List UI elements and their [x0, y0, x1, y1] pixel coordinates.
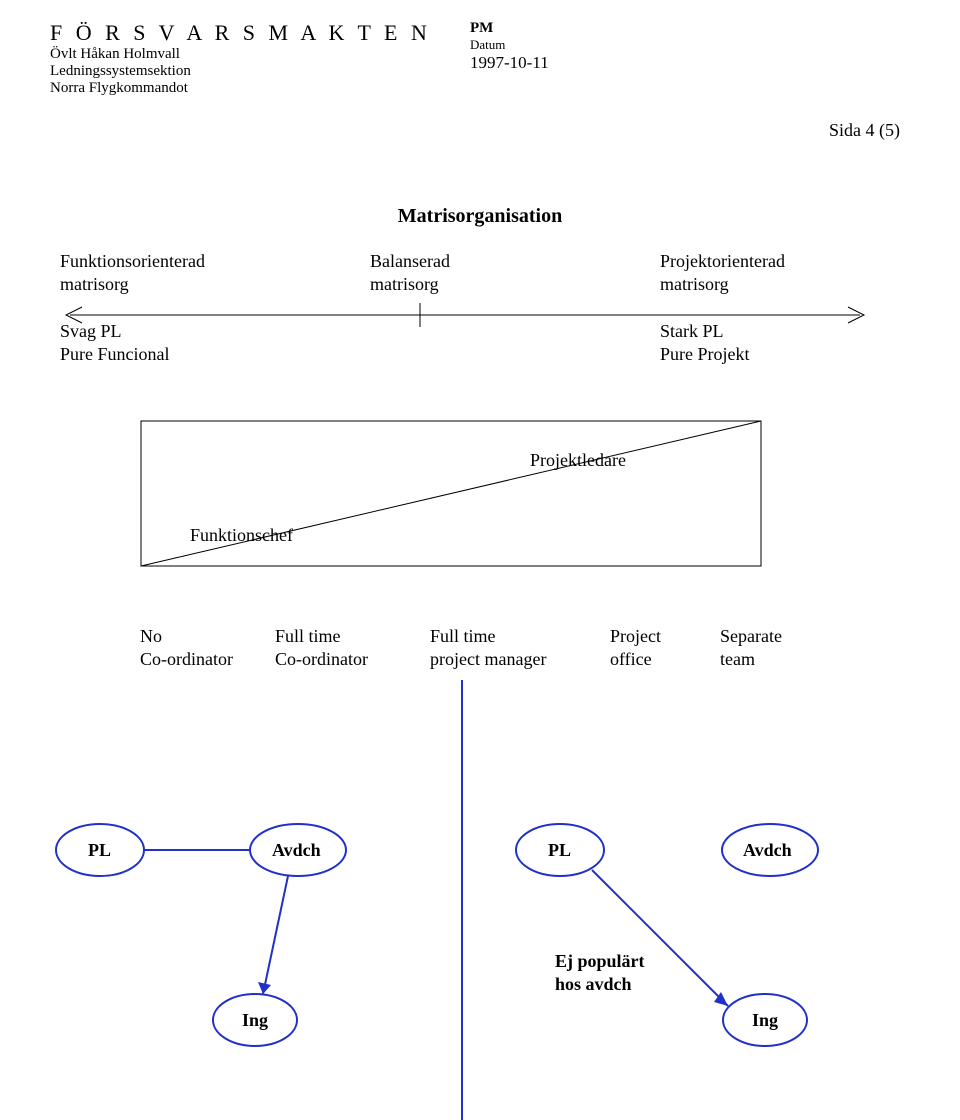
ej-line-1: Ej populärt: [555, 950, 645, 973]
c2a: Full time: [275, 625, 368, 648]
c5b: team: [720, 648, 782, 671]
lower-left-2: Pure Funcional: [60, 343, 170, 366]
col-right-top: Projektorienterad: [660, 250, 785, 273]
date-label: Datum: [470, 37, 549, 53]
c1a: No: [140, 625, 233, 648]
lower-left-block: Svag PL Pure Funcional: [60, 320, 170, 367]
vertical-divider: [460, 680, 464, 1120]
diagram-title: Matrisorganisation: [0, 205, 960, 228]
c5a: Separate: [720, 625, 782, 648]
lower-right-1: Stark PL: [660, 320, 750, 343]
left-pl-label: PL: [88, 840, 111, 861]
box-bottom-label: Funktionschef: [190, 525, 293, 546]
continuum-col-5: Separate team: [720, 625, 782, 672]
box-top-label: Projektledare: [530, 450, 626, 471]
col-right: Projektorienterad matrisorg: [660, 250, 785, 297]
col-right-bottom: matrisorg: [660, 273, 785, 296]
col-mid-bottom: matrisorg: [370, 273, 450, 296]
lower-right-block: Stark PL Pure Projekt: [660, 320, 750, 367]
lower-right-2: Pure Projekt: [660, 343, 750, 366]
c4b: office: [610, 648, 661, 671]
date-value: 1997-10-11: [470, 53, 549, 73]
c3b: project manager: [430, 648, 546, 671]
c4a: Project: [610, 625, 661, 648]
c2b: Co-ordinator: [275, 648, 368, 671]
continuum-col-1: No Co-ordinator: [140, 625, 233, 672]
col-left-bottom: matrisorg: [60, 273, 205, 296]
continuum-col-2: Full time Co-ordinator: [275, 625, 368, 672]
left-ing-label: Ing: [242, 1010, 268, 1031]
col-left-top: Funktionsorienterad: [60, 250, 205, 273]
right-pl-label: PL: [548, 840, 571, 861]
pm-label: PM: [470, 20, 549, 37]
ej-line-2: hos avdch: [555, 973, 645, 996]
right-avdch-label: Avdch: [743, 840, 792, 861]
lower-left-1: Svag PL: [60, 320, 170, 343]
right-ing-label: Ing: [752, 1010, 778, 1031]
pm-date-block: PM Datum 1997-10-11: [470, 20, 549, 73]
left-avdch-label: Avdch: [272, 840, 321, 861]
ej-populart-text: Ej populärt hos avdch: [555, 950, 645, 995]
col-mid: Balanserad matrisorg: [370, 250, 450, 297]
continuum-col-4: Project office: [610, 625, 661, 672]
header-line-3: Norra Flygkommandot: [50, 80, 910, 97]
col-mid-top: Balanserad: [370, 250, 450, 273]
page-number: Sida 4 (5): [829, 120, 900, 141]
role-box-diagram: [140, 420, 780, 580]
col-left: Funktionsorienterad matrisorg: [60, 250, 205, 297]
c1b: Co-ordinator: [140, 648, 233, 671]
continuum-col-3: Full time project manager: [430, 625, 546, 672]
c3a: Full time: [430, 625, 546, 648]
